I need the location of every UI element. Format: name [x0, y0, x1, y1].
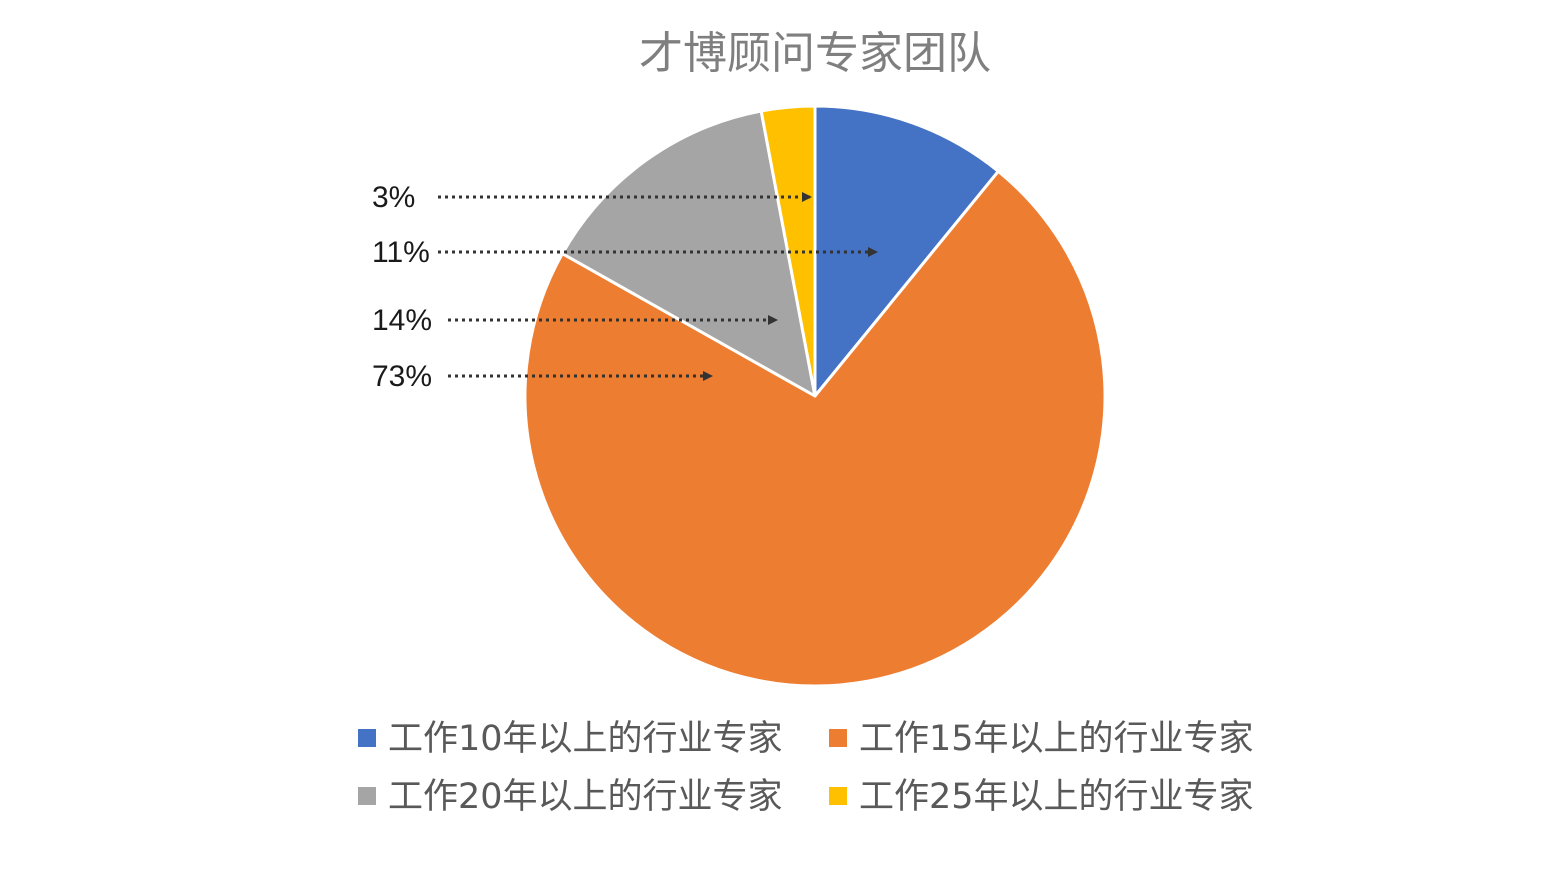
- pie-slice-2: [523, 169, 1107, 688]
- pie-labels: 3% 11% 14% 73%: [372, 181, 878, 393]
- pie-slice-3: [560, 109, 817, 398]
- legend-swatch-1: [358, 729, 376, 747]
- legend-label-1: 工作10年以上的行业专家: [388, 719, 783, 759]
- legend-label-2: 工作15年以上的行业专家: [859, 719, 1254, 759]
- pie-slice-1: [813, 104, 1000, 398]
- data-label-1: 11%: [372, 236, 430, 269]
- legend-swatch-3: [358, 787, 376, 805]
- data-label-4: 3%: [372, 181, 415, 214]
- legend-label-3: 工作20年以上的行业专家: [388, 777, 783, 817]
- data-label-2: 73%: [372, 360, 432, 393]
- legend-label-4: 工作25年以上的行业专家: [859, 777, 1254, 817]
- legend-swatch-4: [829, 787, 847, 805]
- chart-title: 才博顾问专家团队: [639, 28, 991, 79]
- legend-swatch-2: [829, 729, 847, 747]
- pie-slices: [523, 104, 1107, 688]
- data-label-3: 14%: [372, 304, 432, 337]
